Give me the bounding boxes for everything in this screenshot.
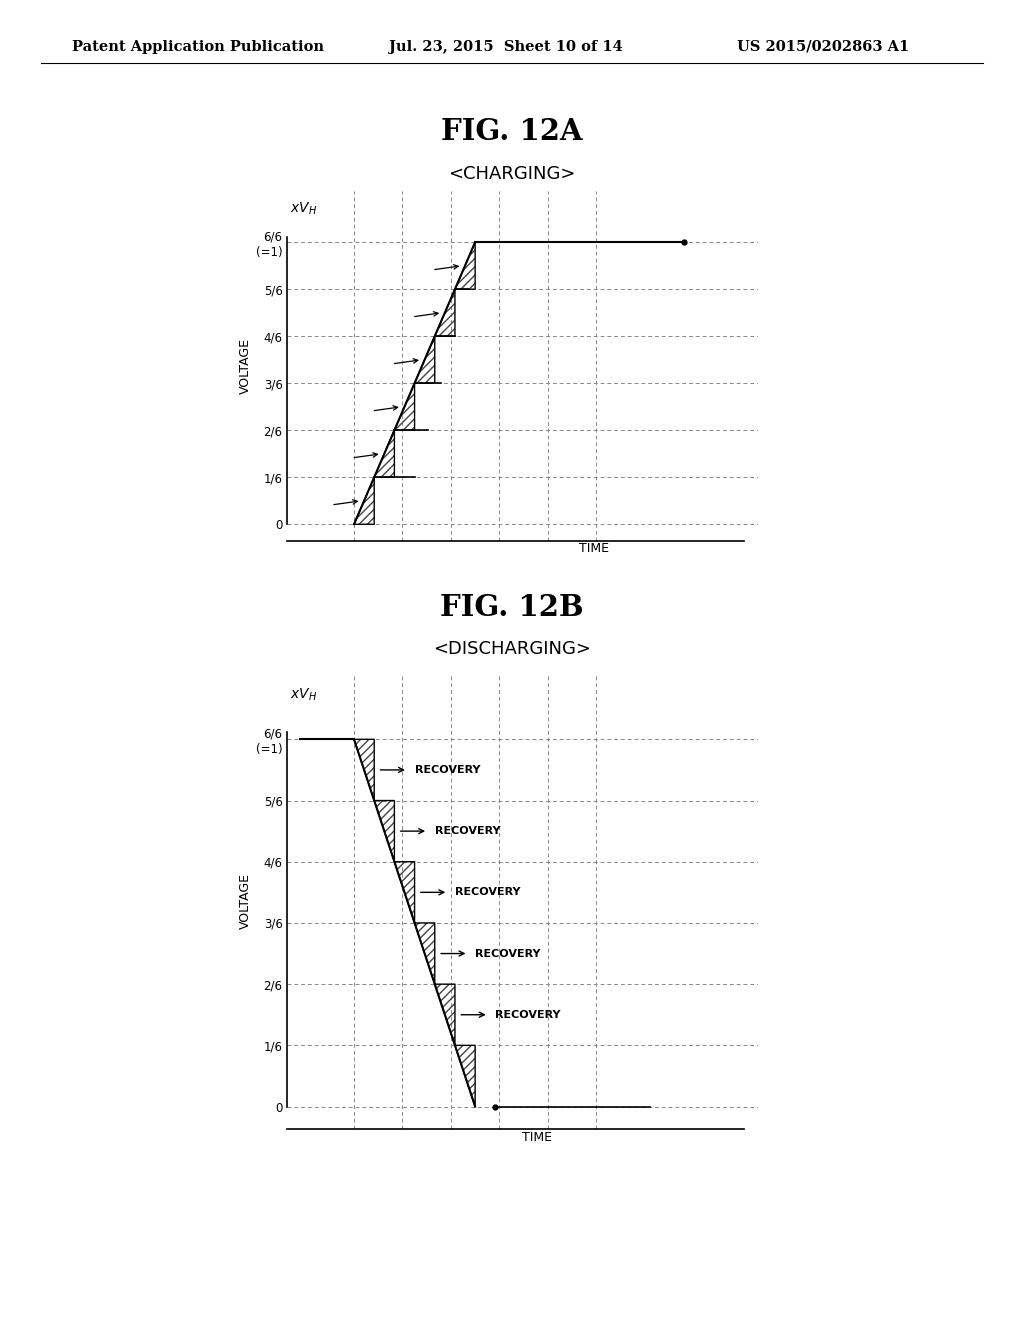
Text: RECOVERY: RECOVERY bbox=[415, 764, 480, 775]
Y-axis label: VOLTAGE: VOLTAGE bbox=[239, 873, 252, 929]
Text: TIME: TIME bbox=[579, 541, 608, 554]
Text: TIME: TIME bbox=[522, 1131, 552, 1144]
Text: <DISCHARGING>: <DISCHARGING> bbox=[433, 640, 591, 659]
Y-axis label: VOLTAGE: VOLTAGE bbox=[239, 338, 252, 395]
Text: FIG. 12B: FIG. 12B bbox=[440, 593, 584, 622]
Text: US 2015/0202863 A1: US 2015/0202863 A1 bbox=[737, 40, 909, 54]
Text: RECOVERY: RECOVERY bbox=[496, 1010, 561, 1020]
Text: RECOVERY: RECOVERY bbox=[455, 887, 520, 898]
Text: <CHARGING>: <CHARGING> bbox=[449, 165, 575, 183]
Text: $xV_{H}$: $xV_{H}$ bbox=[290, 201, 317, 216]
Text: RECOVERY: RECOVERY bbox=[475, 949, 541, 958]
Text: Jul. 23, 2015  Sheet 10 of 14: Jul. 23, 2015 Sheet 10 of 14 bbox=[389, 40, 623, 54]
Text: FIG. 12A: FIG. 12A bbox=[441, 117, 583, 147]
Text: Patent Application Publication: Patent Application Publication bbox=[72, 40, 324, 54]
Text: $xV_{H}$: $xV_{H}$ bbox=[290, 686, 317, 704]
Text: RECOVERY: RECOVERY bbox=[435, 826, 501, 836]
